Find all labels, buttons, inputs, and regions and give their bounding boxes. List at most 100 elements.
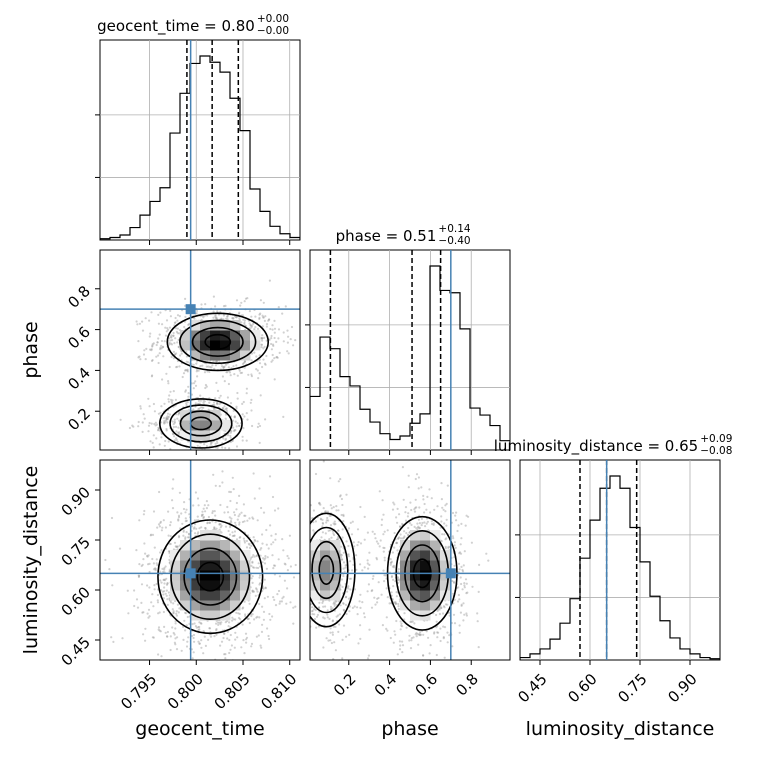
sample-point (185, 404, 188, 407)
sample-point (261, 334, 264, 337)
sample-point (279, 600, 282, 603)
sample-point (237, 612, 240, 615)
sample-point (226, 396, 229, 399)
sample-point (251, 560, 254, 564)
sample-point (163, 568, 166, 571)
sample-point (347, 597, 351, 600)
sample-point (446, 484, 449, 487)
sample-point (162, 417, 166, 420)
sample-point (149, 440, 152, 443)
sample-point (238, 311, 241, 314)
sample-point (229, 402, 233, 405)
sample-point (292, 344, 295, 347)
density-cell (240, 350, 251, 361)
sample-point (186, 368, 189, 371)
sample-point (157, 337, 160, 340)
sample-point (186, 536, 190, 539)
sample-point (172, 433, 175, 436)
sample-point (203, 400, 206, 403)
sample-point (367, 583, 370, 586)
sample-point (185, 360, 188, 363)
sample-point (247, 667, 249, 669)
sample-point (461, 568, 464, 572)
sample-point (453, 544, 456, 547)
sample-point (339, 495, 342, 498)
sample-point (240, 646, 243, 649)
sample-point (375, 558, 379, 561)
sample-point (240, 371, 244, 374)
sample-point (182, 372, 186, 375)
sample-point (251, 323, 255, 326)
sample-point (237, 451, 239, 453)
sample-point (417, 476, 420, 479)
sample-point (217, 621, 220, 624)
sample-point (226, 318, 229, 321)
sample-point (283, 562, 286, 565)
sample-point (443, 626, 447, 629)
sample-point (241, 362, 245, 365)
sample-point (453, 598, 456, 601)
x-tick-label: 0.6 (412, 670, 442, 700)
sample-point (147, 608, 151, 611)
sample-point (310, 668, 312, 670)
sample-point (477, 646, 480, 649)
sample-point (199, 406, 203, 409)
sample-point (250, 409, 253, 412)
sample-point (382, 569, 385, 572)
sample-point (367, 567, 370, 570)
title-upper-error: +0.00 (257, 13, 289, 25)
x-tick-label: 0.8 (452, 670, 482, 700)
sample-point (398, 536, 401, 539)
sample-point (393, 531, 396, 535)
sample-point (334, 600, 337, 604)
sample-point (172, 334, 175, 337)
sample-point (178, 411, 181, 414)
sample-point (253, 351, 256, 354)
sample-point (224, 621, 227, 624)
sample-point (240, 511, 243, 514)
sample-point (301, 630, 303, 632)
sample-point (245, 539, 248, 543)
sample-point (271, 554, 274, 557)
sample-point (391, 670, 393, 672)
sample-point (375, 540, 378, 543)
sample-point (155, 582, 158, 586)
sample-point (436, 505, 439, 508)
sample-point (250, 642, 254, 646)
sample-point (184, 536, 187, 539)
sample-point (152, 636, 155, 639)
sample-point (319, 517, 322, 520)
sample-point (215, 527, 218, 530)
sample-point (200, 646, 203, 649)
y-axis-label: luminosity_distance (20, 466, 42, 655)
sample-point (127, 612, 130, 615)
sample-point (345, 595, 348, 599)
sample-point (163, 444, 166, 447)
density-cell (310, 570, 321, 581)
sample-point (188, 536, 191, 539)
sample-point (444, 538, 447, 541)
sample-point (203, 635, 206, 638)
sample-point (181, 375, 184, 379)
sample-point (213, 367, 216, 370)
sample-point (171, 399, 174, 402)
sample-point (251, 589, 254, 592)
sample-point (420, 486, 423, 489)
sample-point (339, 604, 342, 607)
sample-point (232, 426, 235, 429)
sample-point (305, 515, 307, 517)
sample-point (251, 613, 254, 616)
sample-point (205, 507, 208, 510)
sample-point (373, 596, 376, 599)
sample-point (197, 629, 200, 632)
contour-line (179, 319, 257, 365)
sample-point (219, 644, 222, 647)
sample-point (260, 547, 263, 550)
sample-point (161, 526, 164, 529)
sample-point (471, 585, 474, 588)
sample-point (332, 506, 335, 509)
histogram-step (310, 265, 510, 450)
sample-point (187, 395, 190, 398)
sample-point (237, 312, 241, 315)
sample-point (451, 579, 454, 583)
